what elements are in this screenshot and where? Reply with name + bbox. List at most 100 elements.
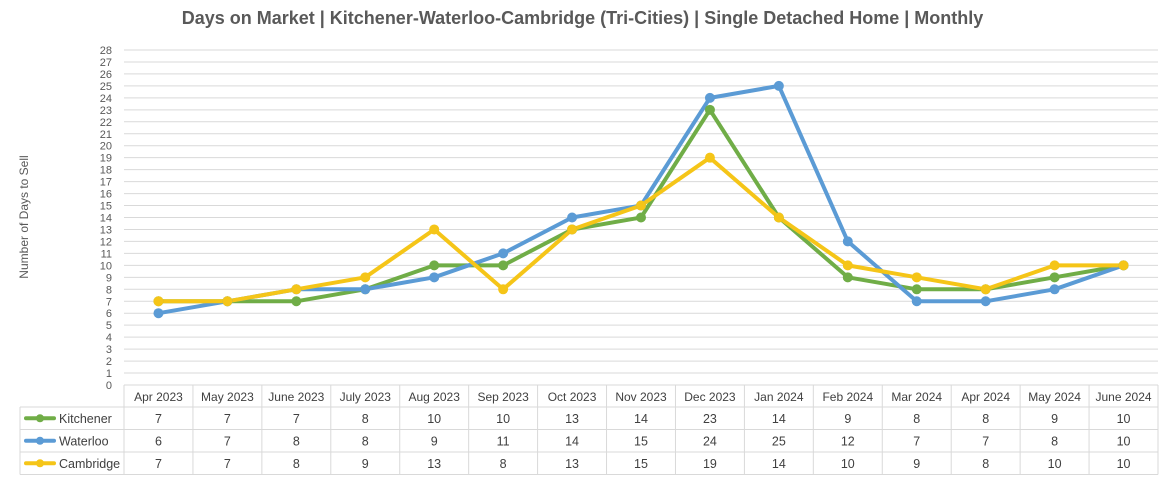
data-point-cambridge bbox=[1049, 260, 1060, 271]
data-table-value: 14 bbox=[772, 412, 786, 426]
y-tick-label: 26 bbox=[100, 69, 112, 81]
data-table-value: 8 bbox=[982, 457, 989, 471]
data-table-value: 8 bbox=[362, 412, 369, 426]
data-point-waterloo bbox=[704, 92, 715, 103]
data-point-kitchener bbox=[498, 260, 509, 271]
y-tick-label: 4 bbox=[106, 332, 112, 344]
y-tick-label: 15 bbox=[100, 201, 112, 213]
data-table-value: 8 bbox=[500, 457, 507, 471]
y-tick-label: 20 bbox=[100, 141, 112, 153]
data-table-value: 7 bbox=[982, 434, 989, 448]
data-point-waterloo bbox=[911, 296, 922, 307]
data-table-value: 7 bbox=[155, 412, 162, 426]
x-tick-label: Sep 2023 bbox=[477, 390, 529, 404]
data-point-cambridge bbox=[153, 296, 164, 307]
data-point-waterloo bbox=[980, 296, 991, 307]
y-tick-label: 0 bbox=[106, 380, 112, 392]
data-table-value: 10 bbox=[496, 412, 510, 426]
data-point-waterloo bbox=[1049, 284, 1060, 295]
data-table-value: 25 bbox=[772, 434, 786, 448]
legend-key-marker bbox=[36, 459, 44, 468]
data-point-cambridge bbox=[498, 284, 509, 295]
y-tick-label: 10 bbox=[100, 260, 112, 272]
data-table-value: 9 bbox=[844, 412, 851, 426]
y-tick-label: 22 bbox=[100, 117, 112, 129]
data-table-value: 12 bbox=[841, 434, 855, 448]
y-tick-label: 2 bbox=[106, 356, 112, 368]
y-tick-label: 5 bbox=[106, 320, 112, 332]
data-table-value: 14 bbox=[634, 412, 648, 426]
data-point-cambridge bbox=[291, 284, 302, 295]
data-point-waterloo bbox=[567, 212, 578, 223]
y-tick-label: 18 bbox=[100, 165, 112, 177]
x-tick-label: Apr 2024 bbox=[961, 390, 1010, 404]
data-point-waterloo bbox=[429, 272, 440, 283]
data-table-value: 7 bbox=[224, 434, 231, 448]
data-table-value: 19 bbox=[703, 457, 717, 471]
data-table-value: 8 bbox=[982, 412, 989, 426]
data-point-cambridge bbox=[360, 272, 371, 283]
y-tick-label: 7 bbox=[106, 296, 112, 308]
data-table-value: 7 bbox=[224, 457, 231, 471]
data-table-value: 9 bbox=[913, 457, 920, 471]
data-table-value: 8 bbox=[1051, 434, 1058, 448]
y-tick-label: 25 bbox=[100, 81, 112, 93]
data-table-value: 8 bbox=[913, 412, 920, 426]
data-table-value: 13 bbox=[427, 457, 441, 471]
data-point-cambridge bbox=[429, 224, 440, 235]
data-point-cambridge bbox=[980, 284, 991, 295]
y-tick-label: 1 bbox=[106, 368, 112, 380]
data-point-cambridge bbox=[704, 152, 715, 163]
data-table-value: 11 bbox=[497, 434, 510, 448]
data-point-waterloo bbox=[153, 308, 164, 319]
x-tick-label: Feb 2024 bbox=[822, 390, 873, 404]
data-point-waterloo bbox=[842, 236, 853, 247]
data-point-cambridge bbox=[222, 296, 233, 307]
data-table-value: 14 bbox=[565, 434, 579, 448]
data-point-cambridge bbox=[773, 212, 784, 223]
series-line-waterloo bbox=[156, 83, 1126, 316]
x-tick-label: May 2023 bbox=[201, 390, 254, 404]
y-tick-label: 19 bbox=[100, 153, 112, 165]
y-tick-label: 28 bbox=[100, 45, 112, 57]
y-tick-label: 6 bbox=[106, 308, 112, 320]
x-tick-label: Oct 2023 bbox=[548, 390, 597, 404]
x-tick-label: Jan 2024 bbox=[754, 390, 804, 404]
y-tick-label: 3 bbox=[106, 344, 112, 356]
x-tick-label: Nov 2023 bbox=[615, 390, 667, 404]
data-table-value: 13 bbox=[565, 412, 579, 426]
data-table-value: 23 bbox=[703, 412, 717, 426]
y-tick-label: 14 bbox=[100, 213, 112, 225]
data-point-waterloo bbox=[498, 248, 509, 259]
y-tick-label: 8 bbox=[106, 284, 112, 296]
y-tick-label: 23 bbox=[100, 105, 112, 117]
y-tick-label: 11 bbox=[101, 248, 112, 260]
data-point-waterloo bbox=[360, 284, 371, 295]
legend-label: Cambridge bbox=[59, 457, 120, 471]
legend-key-marker bbox=[36, 436, 44, 445]
data-point-cambridge bbox=[911, 272, 922, 283]
data-point-kitchener bbox=[704, 104, 715, 115]
data-point-kitchener bbox=[429, 260, 440, 271]
data-table-value: 10 bbox=[841, 457, 855, 471]
legend-key-marker bbox=[36, 414, 44, 423]
data-point-cambridge bbox=[636, 200, 646, 211]
data-point-cambridge bbox=[842, 260, 853, 271]
data-point-cambridge bbox=[1118, 260, 1129, 271]
data-table-value: 9 bbox=[362, 457, 369, 471]
legend-label: Waterloo bbox=[59, 434, 109, 448]
data-table-value: 7 bbox=[293, 412, 300, 426]
y-tick-label: 24 bbox=[100, 93, 112, 105]
data-point-kitchener bbox=[636, 212, 646, 223]
data-table-value: 9 bbox=[1051, 412, 1058, 426]
data-table-value: 7 bbox=[155, 457, 162, 471]
x-tick-label: July 2023 bbox=[340, 390, 392, 404]
data-table-value: 15 bbox=[634, 457, 648, 471]
x-tick-label: Apr 2023 bbox=[134, 390, 183, 404]
x-tick-label: Dec 2023 bbox=[684, 390, 736, 404]
data-table-value: 15 bbox=[634, 434, 648, 448]
data-table-value: 24 bbox=[703, 434, 717, 448]
data-table-value: 8 bbox=[293, 434, 300, 448]
data-table-value: 10 bbox=[1048, 457, 1062, 471]
